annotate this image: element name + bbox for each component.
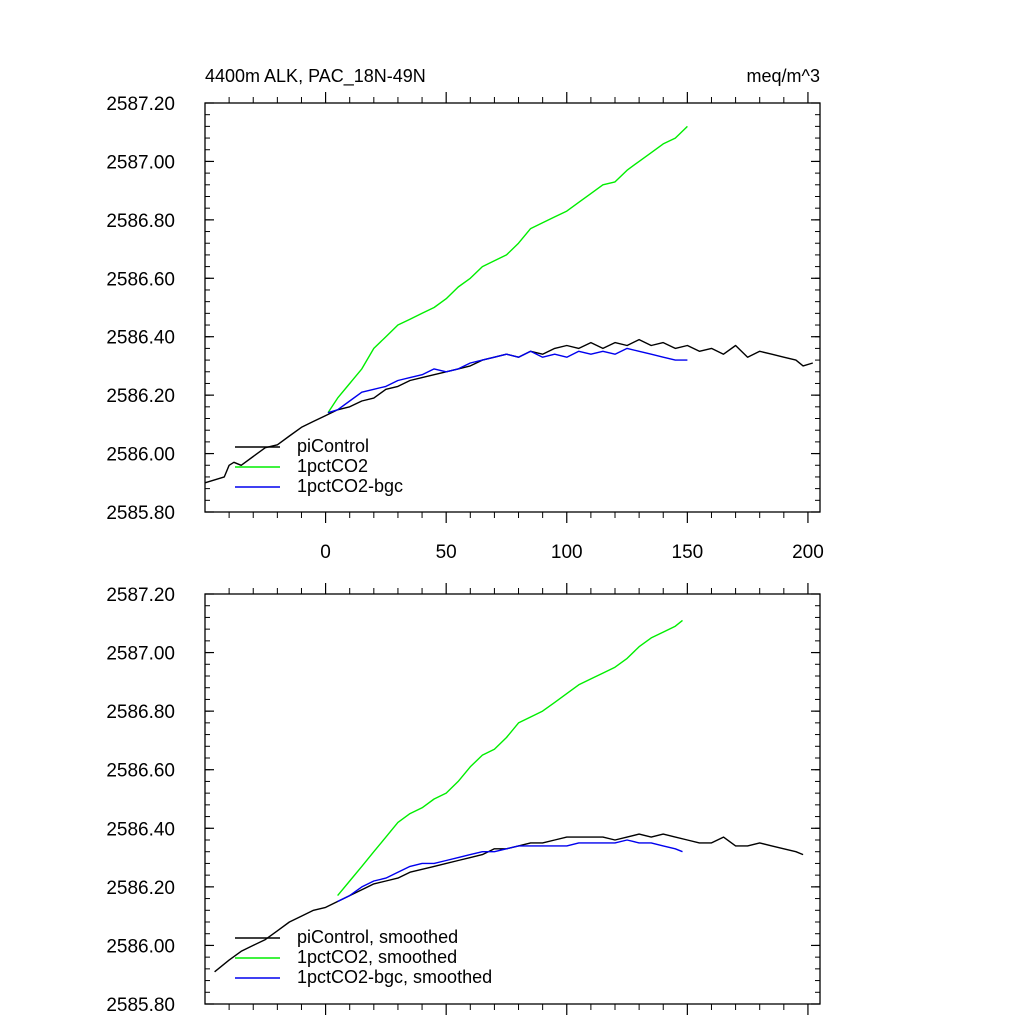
top-xtick-label: 50 [436, 542, 457, 563]
bottom-legend-label-1pctco2-bgc-smoothed: 1pctCO2-bgc, smoothed [297, 967, 492, 987]
bottom-series-1pctco2-smoothed-line [337, 619, 683, 897]
top-legend-label-1pctco2-bgc: 1pctCO2-bgc [297, 476, 403, 496]
top-legend-label-picontrol: piControl [297, 436, 369, 456]
bottom-legend-label-1pctco2-smoothed: 1pctCO2, smoothed [297, 947, 457, 967]
top-ytick-label: 2586.20 [106, 386, 175, 407]
bottom-ytick-label: 2586.40 [106, 819, 175, 840]
bottom-ytick-label: 2585.80 [106, 995, 175, 1016]
top-xtick-label: 150 [672, 542, 704, 563]
top-ytick-label: 2586.00 [106, 445, 175, 466]
bottom-ytick-label: 2586.80 [106, 702, 175, 723]
top-ytick-label: 2587.20 [106, 94, 175, 115]
bottom-ytick-label: 2586.20 [106, 878, 175, 899]
bottom-plot-frame [204, 593, 821, 1005]
top-ytick-label: 2586.80 [106, 211, 175, 232]
top-ytick-label: 2586.60 [106, 269, 175, 290]
bottom-ytick-label: 2587.20 [106, 585, 175, 606]
bottom-ytick-label: 2587.00 [106, 644, 175, 665]
bottom-ytick-label: 2586.00 [106, 936, 175, 957]
top-xtick-label: 200 [792, 542, 824, 563]
bottom-legend-label-picontrol-smoothed: piControl, smoothed [297, 927, 458, 947]
top-axis-ticks: 2585.80 2586.00 2586.20 2586.40 2586.60 2586.… [106, 92, 824, 563]
top-ytick-label: 2586.40 [106, 328, 175, 349]
top-series-group [204, 125, 814, 484]
bottom-plot-panel: 2585.80 2586.00 2586.20 2586.40 2586.60 2586.… [106, 583, 821, 1016]
bottom-series-1pctco2-bgc-smoothed-line [337, 839, 683, 903]
top-plot-frame [204, 102, 821, 513]
top-plot-panel: 4400m ALK, PAC_18N-49N meq/m^3 2585.8025… [106, 66, 823, 563]
top-ytick-label: 2585.80 [106, 503, 175, 524]
top-xtick-label: 0 [320, 542, 331, 563]
top-legend-label-1pctco2: 1pctCO2 [297, 456, 368, 476]
top-series-1pctco2-line [327, 125, 688, 414]
bottom-ytick-label: 2586.60 [106, 761, 175, 782]
top-plot-title-right: meq/m^3 [747, 66, 820, 86]
top-xtick-label: 100 [551, 542, 583, 563]
top-series-1pctco2-bgc-line [327, 347, 688, 414]
bottom-axis-ticks: 2585.80 2586.00 2586.20 2586.40 2586.60 2586.… [106, 583, 820, 1016]
bottom-series-group [214, 619, 804, 973]
top-ytick-label: 2587.00 [106, 152, 175, 173]
top-plot-title-left: 4400m ALK, PAC_18N-49N [205, 66, 426, 87]
